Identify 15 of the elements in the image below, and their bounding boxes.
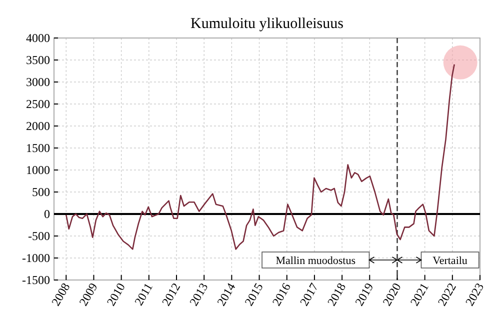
y-tick-label: -500	[28, 229, 50, 243]
annotation: Vertailu	[432, 255, 468, 267]
y-tick-label: 0	[44, 207, 50, 221]
chart-title: Kumuloitu ylikuolleisuus	[190, 16, 344, 32]
y-tick-label: 2000	[26, 119, 50, 133]
y-tick-label: 3500	[26, 53, 50, 67]
y-tick-label: 3000	[26, 75, 50, 89]
y-tick-label: 2500	[26, 97, 50, 111]
y-tick-label: 1000	[26, 163, 50, 177]
y-tick-label: -1000	[22, 251, 50, 265]
y-tick-label: 500	[32, 185, 50, 199]
y-tick-label: -1500	[22, 273, 50, 287]
annotation: Mallin muodostus	[276, 255, 356, 267]
y-tick-label: 4000	[26, 31, 50, 45]
y-tick-label: 1500	[26, 141, 50, 155]
